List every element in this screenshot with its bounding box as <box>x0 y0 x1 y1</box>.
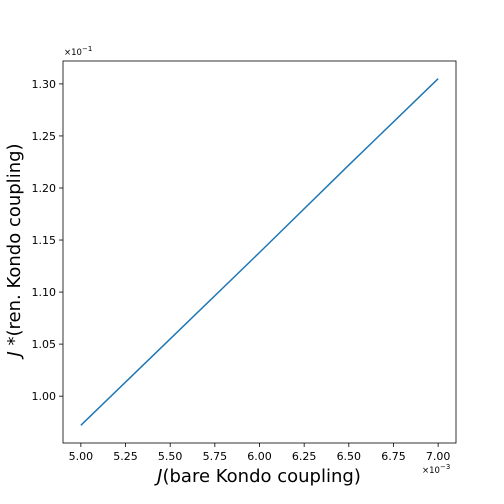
x-tick-label: 5.50 <box>158 450 183 463</box>
y-axis-offset-label: ×10−1 <box>64 45 92 58</box>
series-lines <box>80 78 439 426</box>
y-tick-label: 1.20 <box>32 182 57 195</box>
y-tick-label: 1.05 <box>32 338 57 351</box>
x-tick-label: 5.00 <box>69 450 94 463</box>
x-axis-offset-label: ×10−3 <box>422 463 450 476</box>
plot-frame <box>62 60 457 444</box>
series-line <box>80 78 439 426</box>
y-tick-label: 1.25 <box>32 130 57 143</box>
x-tick-label: 6.00 <box>247 450 272 463</box>
y-tick-label: 1.30 <box>32 78 57 91</box>
y-tick-label: 1.00 <box>32 390 57 403</box>
y-tick-label: 1.15 <box>32 234 57 247</box>
x-tick-label: 6.75 <box>381 450 406 463</box>
x-axis-label: J(bare Kondo coupling) <box>154 466 361 487</box>
x-tick-label: 6.25 <box>292 450 317 463</box>
x-axis-ticks: 5.00 5.25 5.50 5.75 6.00 6.25 6.50 6.75 7.00 <box>69 443 451 463</box>
x-tick-label: 5.75 <box>203 450 228 463</box>
x-tick-label: 5.25 <box>113 450 138 463</box>
y-axis-ticks: 1.00 1.05 1.10 1.15 1.20 1.25 1.30 <box>32 78 63 403</box>
x-tick-label: 7.00 <box>426 450 451 463</box>
x-tick-label: 6.50 <box>337 450 362 463</box>
y-tick-label: 1.10 <box>32 286 57 299</box>
y-axis-label: J *(ren. Kondo coupling) <box>4 143 25 359</box>
